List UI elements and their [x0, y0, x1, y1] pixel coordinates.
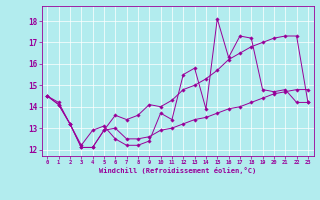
- X-axis label: Windchill (Refroidissement éolien,°C): Windchill (Refroidissement éolien,°C): [99, 167, 256, 174]
